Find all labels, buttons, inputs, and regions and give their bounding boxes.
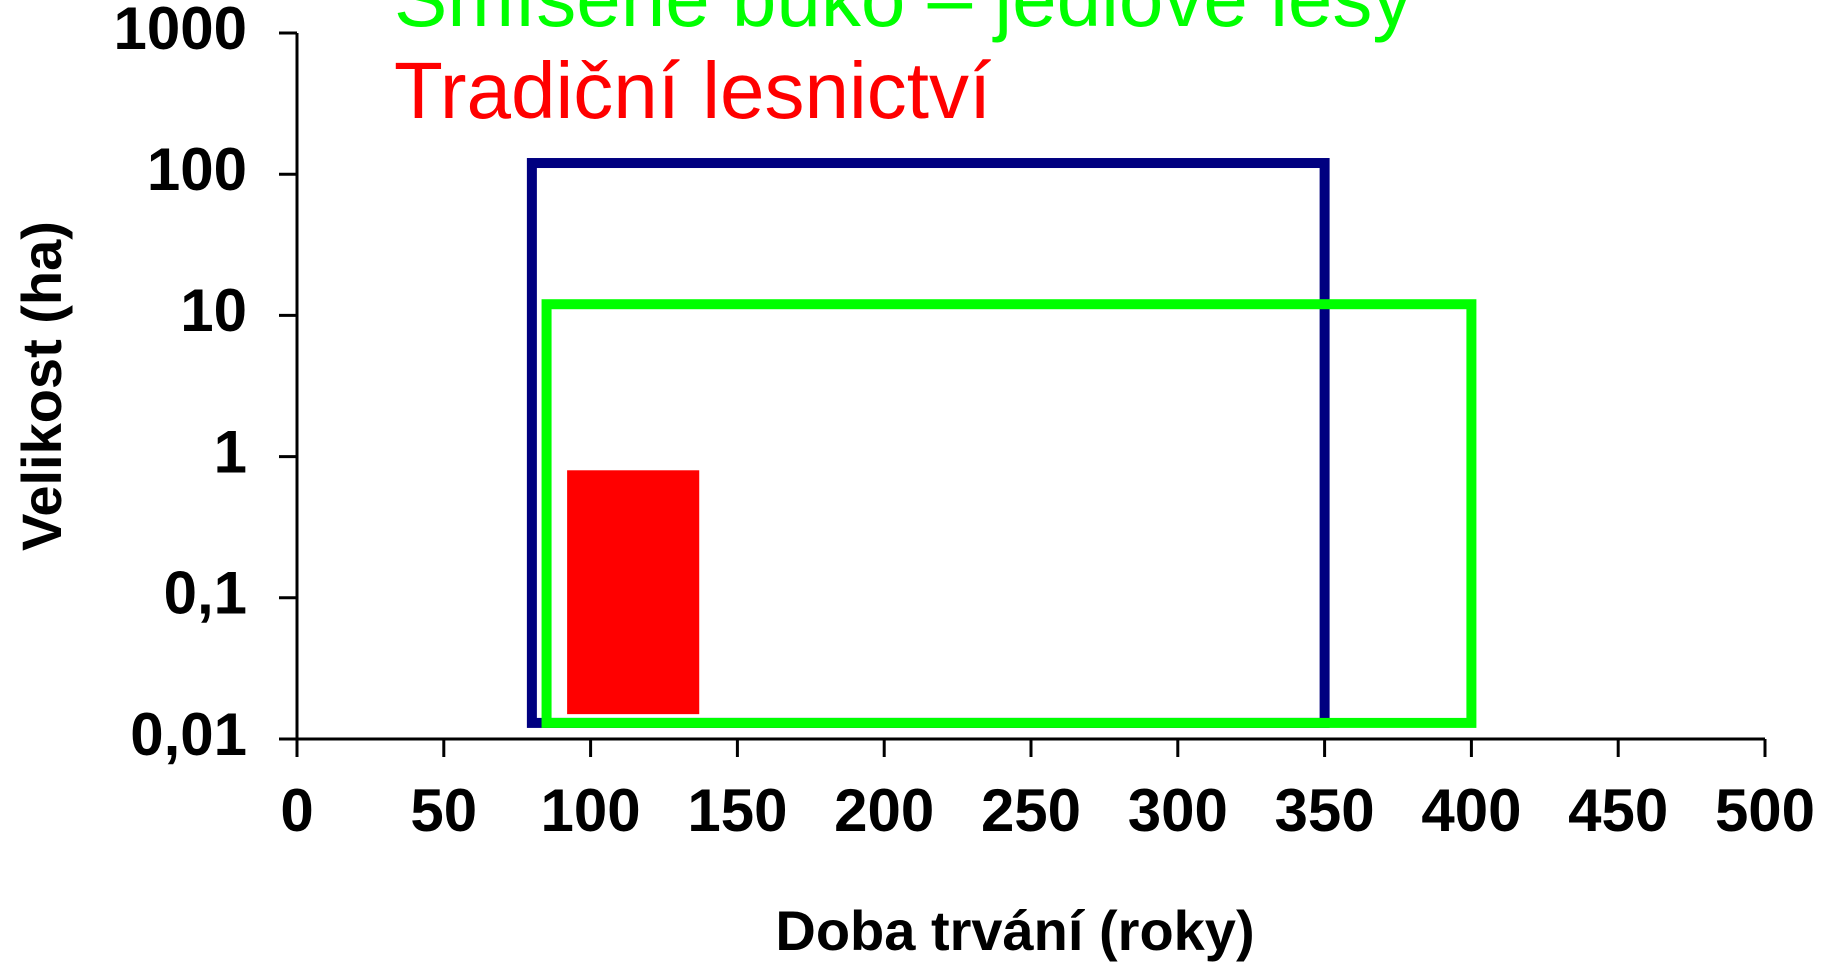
y-tick-label: 10 (180, 277, 247, 344)
x-tick-label: 150 (687, 777, 787, 844)
x-tick-label: 300 (1128, 777, 1228, 844)
legend-label: Tradiční lesnictví (394, 46, 991, 135)
x-tick-label: 200 (834, 777, 934, 844)
x-tick-label: 100 (541, 777, 641, 844)
y-tick-label: 1000 (114, 0, 247, 62)
y-tick-label: 1 (214, 418, 247, 485)
legend-label: Smíšené buko – jedlové lesy (394, 0, 1412, 43)
x-tick-label: 400 (1421, 777, 1521, 844)
x-axis-title: Doba trvání (roky) (775, 899, 1254, 962)
range-box (567, 470, 700, 715)
x-tick-label: 450 (1568, 777, 1668, 844)
x-tick-label: 250 (981, 777, 1081, 844)
x-tick-label: 500 (1715, 777, 1815, 844)
y-tick-label: 100 (147, 136, 247, 203)
y-tick-label: 0,01 (130, 701, 247, 768)
x-tick-label: 0 (280, 777, 313, 844)
x-tick-label: 350 (1275, 777, 1375, 844)
x-tick-label: 50 (410, 777, 477, 844)
y-tick-label: 0,1 (164, 560, 247, 627)
y-axis-title: Velikost (ha) (10, 221, 73, 551)
range-box (541, 299, 1477, 728)
